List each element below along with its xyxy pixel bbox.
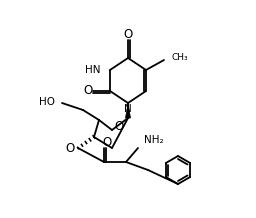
Text: HN: HN (84, 65, 100, 75)
Text: O: O (123, 27, 133, 41)
Text: N: N (124, 104, 132, 114)
Text: O: O (65, 143, 75, 155)
Text: HO: HO (39, 97, 55, 107)
Text: CH₃: CH₃ (172, 53, 189, 63)
Polygon shape (125, 103, 131, 118)
Text: O: O (83, 85, 93, 97)
Text: NH₂: NH₂ (144, 135, 164, 145)
Text: O: O (114, 121, 124, 133)
Text: O: O (102, 136, 112, 148)
